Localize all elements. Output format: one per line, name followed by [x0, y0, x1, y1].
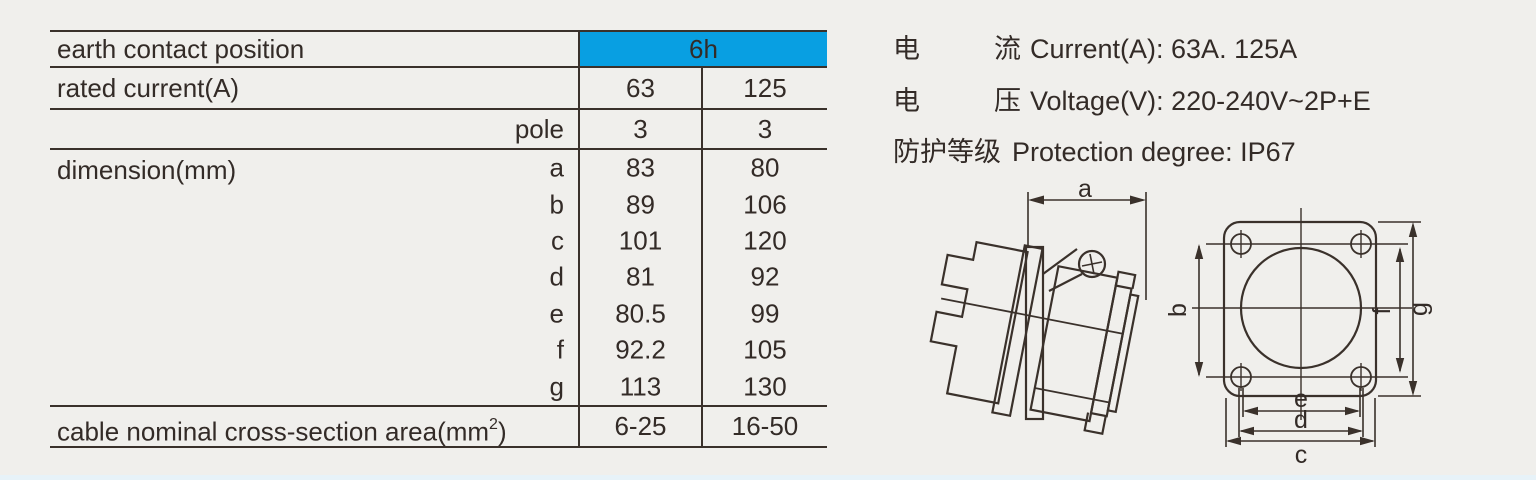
earth-contact-position-label: earth contact position	[57, 34, 305, 64]
cable-area-label-sup: 2	[489, 416, 498, 433]
dim-label-f: f	[1368, 307, 1396, 314]
spec-protection-cn: 防护等级	[893, 137, 1001, 167]
spec-table: earth contact position 6h rated current(…	[50, 30, 827, 448]
body-seam	[1034, 387, 1110, 404]
dimension-label: dimension(mm)	[57, 155, 237, 185]
dimension-c	[1225, 398, 1376, 447]
dim-key: a	[549, 152, 564, 183]
dim-label-e: e	[1294, 385, 1308, 413]
dim-key: b	[549, 189, 564, 220]
rated-current-63: 63	[626, 73, 655, 103]
table-row: e 80.5 99	[50, 296, 827, 332]
dimension-f	[1395, 247, 1405, 373]
cable-area-label: cable nominal cross-section area(mm2)	[57, 407, 507, 447]
table-row: b 89 106	[50, 186, 827, 222]
body-seam	[940, 297, 1123, 335]
front-view-drawing: b f g	[1164, 208, 1433, 469]
rear-terminal-block	[929, 240, 1029, 405]
dim-value-63: 81	[626, 261, 655, 292]
table-border	[50, 108, 827, 110]
dim-value-125: 99	[750, 298, 780, 329]
cn-char: 流	[994, 34, 1021, 64]
mid-plate	[991, 244, 1044, 418]
cn-char: 电	[893, 86, 920, 116]
cable-area-label-text: cable nominal cross-section area(mm	[57, 416, 490, 447]
dim-value-125: 130	[743, 371, 787, 402]
hinge-assembly	[1042, 248, 1107, 292]
dim-value-63: 101	[618, 225, 663, 256]
spec-current-cn: 电流	[893, 33, 1021, 65]
dim-value-125: 105	[743, 334, 787, 365]
dimension-rows: a 83 80 b 89 106 c 101 120 d 81 92 e 80.	[50, 150, 827, 405]
dim-key: c	[551, 225, 564, 256]
dim-value-125: 120	[743, 225, 787, 256]
dim-value-63: 92.2	[615, 334, 666, 365]
table-row: g 113 130	[50, 369, 827, 405]
spec-current-en: Current(A): 63A. 125A	[1030, 34, 1298, 64]
dim-label-g: g	[1405, 302, 1433, 316]
dim-label-a: a	[1078, 175, 1092, 203]
dimension-d	[1238, 388, 1364, 437]
dim-key: g	[549, 371, 564, 402]
hinge-screw-icon	[1077, 249, 1107, 279]
earth-contact-position-value: 6h	[580, 32, 827, 66]
front-lip	[1106, 293, 1140, 414]
dim-value-125: 106	[743, 189, 787, 220]
pole-value-2: 3	[757, 114, 773, 144]
spec-protection: 防护等级 Protection degree: IP67	[893, 136, 1296, 168]
table-row: d 81 92	[50, 259, 827, 295]
dimension-b	[1194, 244, 1204, 377]
spec-current: 电流 Current(A): 63A. 125A	[893, 33, 1297, 65]
spec-voltage-cn: 电压	[893, 85, 1021, 117]
table-border	[50, 446, 827, 448]
dim-value-125: 92	[750, 261, 780, 292]
table-border	[50, 30, 827, 32]
technical-drawings: a	[929, 175, 1433, 469]
pole-label: pole	[514, 114, 564, 144]
dim-key: e	[549, 298, 564, 329]
table-border	[578, 30, 580, 448]
table-row: a 83 80	[50, 150, 827, 186]
spec-protection-en: Protection degree: IP67	[1012, 137, 1296, 167]
dim-value-63: 113	[619, 371, 662, 402]
cable-area-125: 16-50	[731, 411, 799, 441]
dim-key: f	[556, 334, 564, 365]
rim-bottom-step	[1083, 412, 1107, 435]
cn-char: 电	[893, 34, 920, 64]
bottom-divider-band	[0, 475, 1536, 480]
table-border	[50, 405, 827, 407]
cable-area-label-close: )	[497, 416, 507, 447]
centerlines	[1192, 208, 1412, 420]
table-row: c 101 120	[50, 223, 827, 259]
dimension-a	[1027, 192, 1147, 300]
table-border	[701, 68, 703, 446]
dim-key: d	[549, 261, 564, 292]
dim-label-c: c	[1295, 441, 1308, 469]
flange-outline	[1222, 220, 1378, 398]
mounting-holes	[1230, 230, 1372, 391]
dim-label-d: d	[1294, 406, 1308, 434]
side-view-drawing: a	[929, 175, 1147, 435]
connector-body	[929, 240, 1140, 435]
dim-value-125: 80	[750, 152, 780, 183]
dim-value-63: 80.5	[615, 298, 666, 329]
dim-value-63: 83	[626, 152, 655, 183]
pole-value-1: 3	[633, 114, 648, 144]
dim-value-63: 89	[626, 189, 655, 220]
spec-voltage-en: Voltage(V): 220-240V~2P+E	[1030, 86, 1371, 116]
rated-current-label: rated current(A)	[57, 73, 240, 103]
spec-voltage: 电压 Voltage(V): 220-240V~2P+E	[893, 85, 1371, 117]
table-border	[50, 148, 827, 150]
table-row: f 92.2 105	[50, 332, 827, 368]
rim-top-step	[1114, 270, 1137, 290]
cn-char: 压	[994, 86, 1021, 116]
cable-area-63: 6-25	[614, 411, 667, 441]
table-border	[50, 66, 827, 68]
rated-current-125: 125	[743, 73, 787, 103]
dimension-e	[1242, 388, 1361, 417]
dimension-g	[1378, 221, 1421, 397]
dim-label-b: b	[1164, 303, 1192, 317]
